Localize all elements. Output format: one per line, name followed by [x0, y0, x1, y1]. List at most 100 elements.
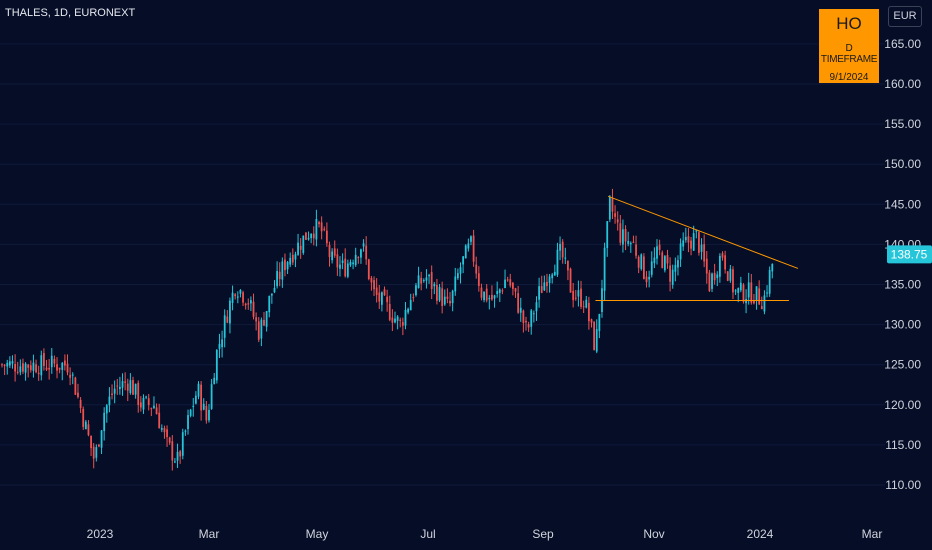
candle-body [677, 260, 679, 268]
candle-body [8, 361, 11, 366]
candle-body [716, 274, 719, 279]
candle-body [40, 355, 43, 376]
candle-body [158, 412, 161, 429]
candle-body [111, 393, 113, 396]
candle-body [669, 265, 671, 282]
candle-body [412, 297, 415, 299]
candle-body [35, 364, 37, 373]
candle-body [231, 292, 234, 303]
candle-body [396, 316, 399, 321]
candle-body [561, 241, 564, 258]
candle-body [265, 311, 268, 327]
candle-body [181, 432, 184, 456]
candle-body [339, 264, 341, 269]
candle-body [126, 383, 129, 391]
candle-body [438, 287, 441, 301]
candle-body [105, 405, 108, 414]
candle-body [422, 280, 425, 282]
candle-body [559, 243, 561, 251]
candle-body [679, 243, 682, 260]
candle-body [745, 298, 747, 304]
y-tick-label: 110.00 [885, 478, 921, 492]
candle-body [45, 367, 48, 370]
candle-body [556, 249, 559, 275]
price-axis[interactable]: 110.00115.00120.00125.00130.00135.00140.… [884, 37, 921, 492]
candle-body [386, 296, 389, 303]
candle-body [467, 243, 470, 249]
candle-body [129, 380, 132, 393]
y-tick-label: 155.00 [884, 117, 921, 131]
candle-body [176, 451, 179, 461]
candle-body [415, 285, 417, 296]
candle-body [132, 380, 134, 395]
y-tick-label: 165.00 [884, 37, 921, 51]
candle-body [375, 287, 378, 295]
candle-body [698, 232, 700, 253]
candle-body [291, 254, 294, 263]
y-tick-label: 120.00 [884, 398, 921, 412]
time-axis[interactable]: 2023 Mar May Jul Sep Nov 2024 Mar [87, 527, 883, 541]
candle-body [100, 430, 103, 448]
candle-body [354, 254, 357, 266]
x-tick-label: 2023 [87, 527, 114, 541]
currency-button[interactable]: EUR [888, 6, 922, 27]
candle-body [331, 251, 334, 261]
x-tick-label: 2024 [747, 527, 774, 541]
candle-body [63, 360, 66, 366]
candle-body [187, 415, 189, 430]
candle-body [103, 412, 106, 432]
candle-body [718, 255, 721, 277]
candle-body [684, 237, 687, 241]
candle-body [244, 303, 247, 306]
candle-body [137, 382, 140, 406]
candle-body [567, 260, 569, 271]
candle-body [171, 441, 174, 461]
candle-body [522, 310, 525, 323]
candle-body [658, 244, 661, 250]
candle-body [729, 268, 732, 281]
candle-body [297, 242, 299, 255]
candle-body [22, 363, 24, 372]
candle-body [732, 269, 734, 293]
candle-body [632, 241, 635, 243]
candle-body [627, 241, 630, 244]
candle-body [587, 302, 590, 322]
candle-body [692, 233, 695, 251]
candle-body [213, 377, 216, 385]
candle-body [483, 291, 485, 301]
candle-body [289, 257, 292, 265]
candle-body [753, 300, 755, 304]
candle-body [690, 240, 692, 249]
candle-body [6, 362, 9, 367]
candle-body [535, 302, 538, 312]
candle-body [470, 236, 472, 242]
candle-body [564, 257, 567, 259]
candle-body [394, 318, 396, 323]
candle-body [286, 261, 289, 270]
candle-body [572, 290, 575, 301]
y-tick-label: 125.00 [884, 358, 921, 372]
candle-body [540, 286, 543, 293]
candle-body [451, 290, 454, 304]
candle-body [336, 254, 339, 268]
candle-body [189, 409, 192, 416]
candle-body [656, 246, 658, 259]
candle-body [640, 254, 643, 270]
candle-body [501, 290, 504, 292]
candle-body [145, 396, 147, 398]
candle-body [593, 322, 596, 350]
candle-body [284, 259, 286, 271]
candle-body [619, 223, 622, 243]
candle-body [643, 256, 645, 279]
candle-body [734, 290, 737, 292]
x-tick-label: Jul [420, 527, 435, 541]
candle-body [742, 284, 745, 302]
candle-body [768, 270, 771, 294]
candle-body [11, 361, 14, 364]
candle-body [635, 244, 637, 256]
candle-body [530, 310, 533, 327]
candle-body [69, 374, 72, 378]
candle-body [184, 430, 187, 432]
candle-body [134, 383, 137, 395]
